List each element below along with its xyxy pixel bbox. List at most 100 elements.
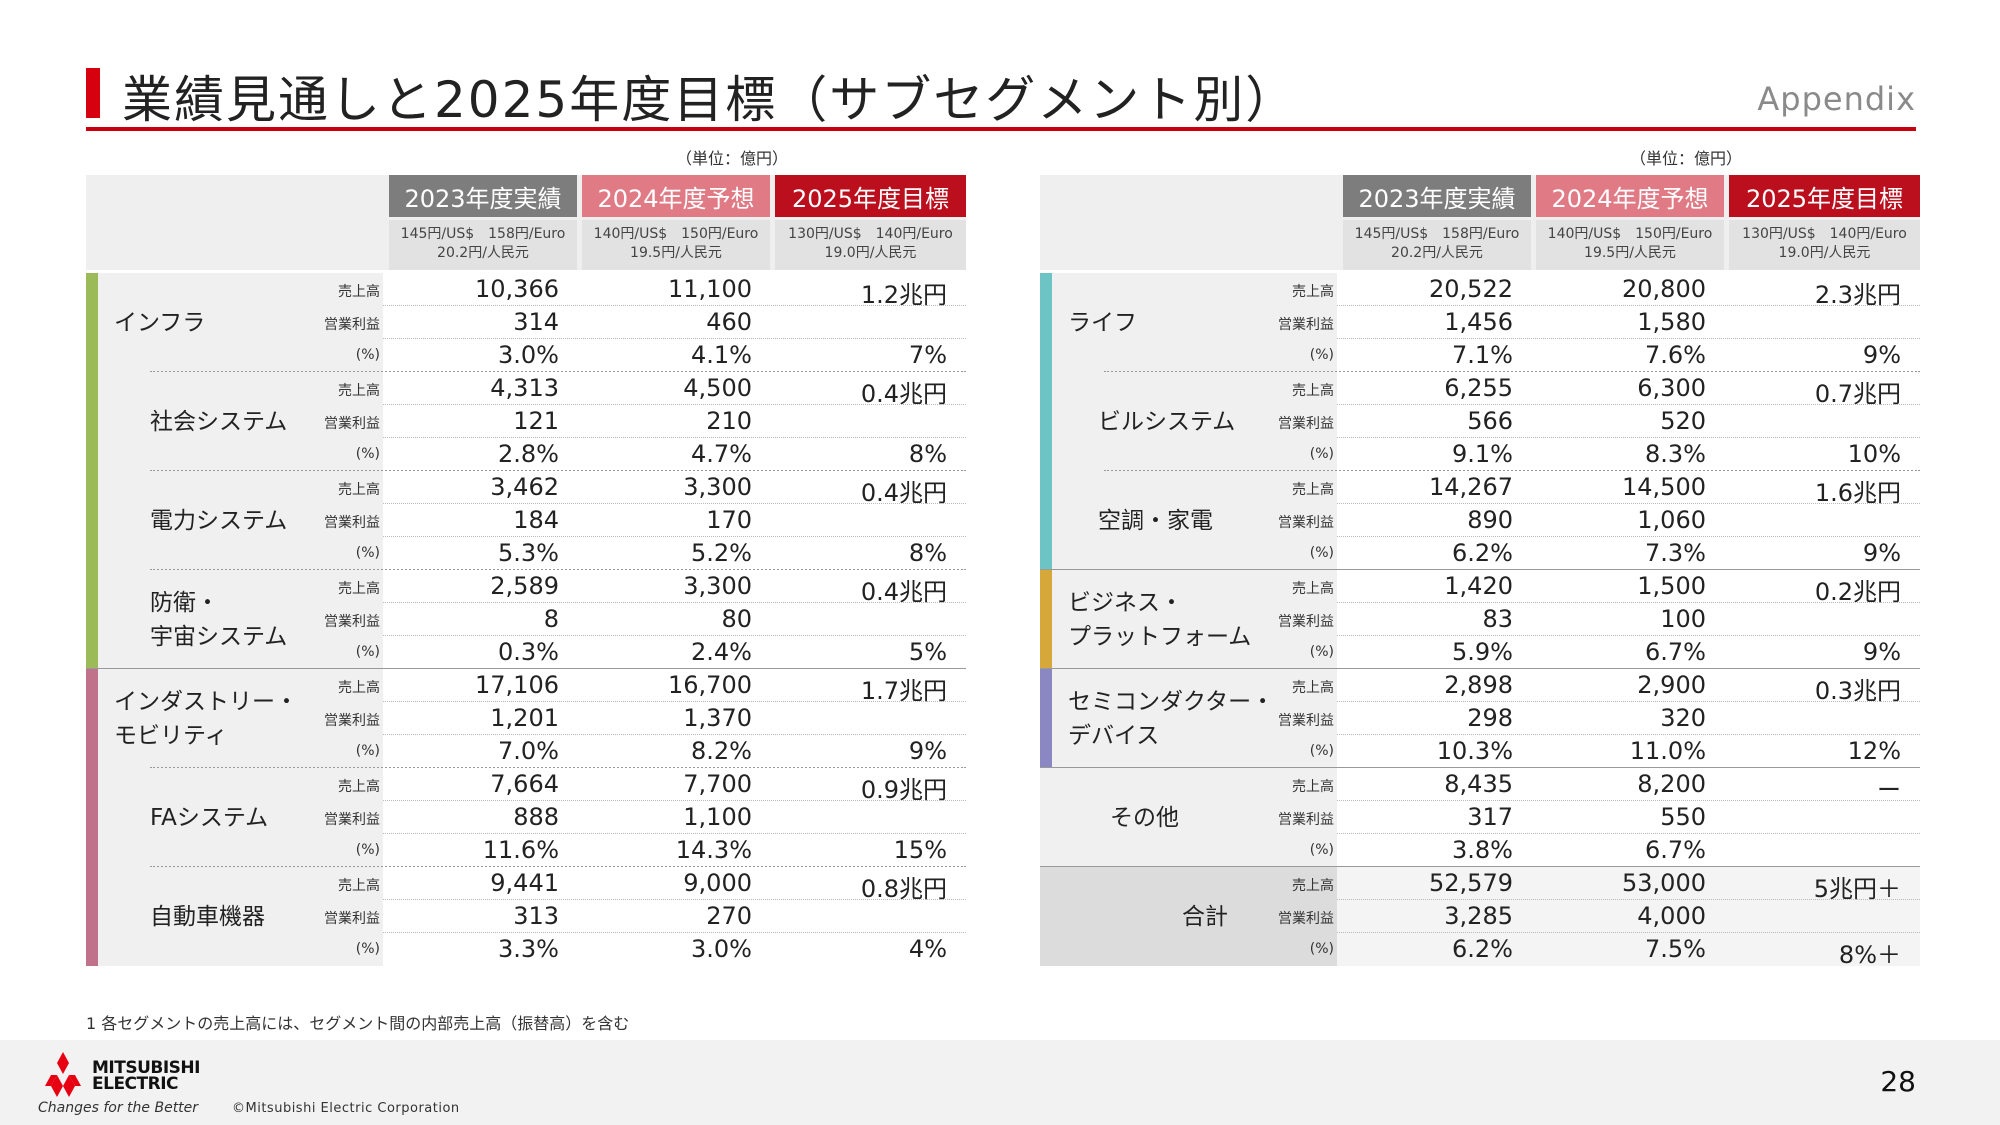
row-background — [1337, 372, 1920, 405]
segment-label-background — [1040, 867, 1337, 966]
col-rate-2024: 140円/US$ 150円/Euro 19.5円/人民元 — [582, 220, 770, 270]
cell-value: 6,300 — [1637, 374, 1706, 402]
row-divider — [383, 833, 966, 834]
row-background — [383, 669, 966, 702]
segment-label-background — [1040, 669, 1337, 768]
row-label: (%) — [355, 644, 380, 660]
cell-value: 6.7% — [1645, 836, 1706, 864]
cell-value: 8% — [908, 440, 947, 468]
row-divider — [1337, 932, 1920, 933]
segment-name: ライフ — [1068, 306, 1137, 340]
rate-line: 19.5円/人民元 — [630, 245, 722, 261]
title-divider — [86, 127, 1916, 131]
rate-line: 145円/US$ 158円/Euro — [1354, 226, 1520, 242]
segment-name: ビジネス・ プラットフォーム — [1068, 586, 1251, 654]
table-row: 営業利益 317 550 — [1040, 801, 1920, 834]
cell-value: 3.0% — [691, 935, 752, 963]
cell-value: 0.9兆円 — [860, 776, 947, 804]
row-divider — [383, 800, 966, 801]
col-header-2024: 2024年度予想 — [582, 175, 770, 217]
segment-name-line-2: プラットフォーム — [1068, 623, 1252, 650]
row-background — [383, 834, 966, 867]
segment-label-background — [1040, 471, 1337, 570]
segment-name: セミコンダクター・ デバイス — [1068, 685, 1274, 753]
row-label: (%) — [1309, 941, 1334, 957]
table-row: 売上高 20,522 20,800 2.3兆円 — [1040, 273, 1920, 309]
table-row: (%) 0.3% 2.4% 5% — [86, 636, 966, 669]
row-label: 営業利益 — [324, 317, 380, 333]
segment-group: 自動車機器 売上高 9,441 9,000 0.8兆円 営業利益 313 270 (%) 3.3%… — [86, 867, 966, 966]
segment-name: ビルシステム — [1098, 405, 1235, 439]
row-background — [383, 405, 966, 438]
brand-tagline: Changes for the Better — [38, 1100, 199, 1116]
segment-color-bar — [86, 570, 98, 669]
segment-name-line-1: 空調・家電 — [1098, 507, 1213, 534]
row-label: 営業利益 — [1278, 416, 1334, 432]
segment-group: FAシステム 売上高 7,664 7,700 0.9兆円 営業利益 888 1,100 (%) 1… — [86, 768, 966, 868]
segment-name: その他 — [1110, 801, 1179, 835]
brand-line-1: MITSUBISHI — [92, 1058, 200, 1078]
cell-value: 9% — [908, 737, 947, 765]
cell-value: 184 — [513, 506, 559, 534]
cell-value: 1,100 — [683, 803, 752, 831]
cell-value: 12% — [1847, 737, 1901, 765]
row-divider — [383, 437, 966, 438]
row-label: (%) — [355, 347, 380, 363]
cell-value: 3.3% — [498, 935, 559, 963]
table-row: (%) 2.8% 4.7% 8% — [86, 438, 966, 471]
cell-value: 4,000 — [1637, 902, 1706, 930]
cell-value: 1,420 — [1444, 572, 1513, 600]
rate-line: 19.5円/人民元 — [1584, 245, 1676, 261]
cell-value: 3,300 — [683, 572, 752, 600]
row-divider — [1337, 536, 1920, 537]
rate-line: 130円/US$ 140円/Euro — [1742, 226, 1907, 242]
row-background — [383, 339, 966, 372]
cell-value: 313 — [513, 902, 559, 930]
row-background — [383, 471, 966, 504]
cell-value: 5兆円＋ — [1813, 875, 1901, 903]
segment-name: 社会システム — [150, 405, 287, 439]
table-row: 売上高 3,462 3,300 0.4兆円 — [86, 471, 966, 507]
row-background — [1337, 273, 1920, 306]
row-label: (%) — [355, 941, 380, 957]
table-row: 営業利益 8 80 — [86, 603, 966, 636]
row-divider — [383, 899, 966, 900]
table-row: 売上高 7,664 7,700 0.9兆円 — [86, 768, 966, 804]
segment-group: ビルシステム 売上高 6,255 6,300 0.7兆円 営業利益 566 520 (%) 9.1… — [1040, 372, 1920, 472]
cell-value: 1.2兆円 — [860, 281, 947, 309]
row-label: (%) — [355, 545, 380, 561]
cell-value: 4,313 — [490, 374, 559, 402]
row-background — [383, 273, 966, 306]
segment-name-line-1: インフラ — [114, 309, 206, 336]
row-divider — [1337, 602, 1920, 603]
cell-value: 6.2% — [1452, 935, 1513, 963]
segment-name-line-1: FAシステム — [150, 804, 269, 831]
row-background — [1337, 570, 1920, 603]
col-rate-2025: 130円/US$ 140円/Euro 19.0円/人民元 — [775, 220, 966, 270]
table-row: (%) 3.3% 3.0% 4% — [86, 933, 966, 966]
cell-value: 10,366 — [475, 275, 559, 303]
cell-value: 121 — [513, 407, 559, 435]
row-background — [383, 537, 966, 570]
cell-value: 550 — [1660, 803, 1706, 831]
cell-value: 2.8% — [498, 440, 559, 468]
cell-value: 4% — [908, 935, 947, 963]
segment-name-line-1: 合計 — [1182, 903, 1228, 930]
row-background — [1337, 636, 1920, 669]
row-label: 営業利益 — [324, 911, 380, 927]
cell-value: 10.3% — [1436, 737, 1513, 765]
segment-color-bar — [86, 471, 98, 570]
table-row: 営業利益 314 460 — [86, 306, 966, 339]
cell-value: 7.0% — [498, 737, 559, 765]
row-divider — [1337, 338, 1920, 339]
cell-value: 52,579 — [1429, 869, 1513, 897]
row-background — [1337, 933, 1920, 966]
segment-name-line-1: 防衛・ — [150, 589, 219, 616]
segment-group: 電力システム 売上高 3,462 3,300 0.4兆円 営業利益 184 170 (%) 5.3… — [86, 471, 966, 571]
row-label: 営業利益 — [1278, 812, 1334, 828]
cell-value: 317 — [1467, 803, 1513, 831]
segment-group: 防衛・ 宇宙システム 売上高 2,589 3,300 0.4兆円 営業利益 8 80 (%) 0.3… — [86, 570, 966, 670]
row-divider — [383, 635, 966, 636]
segment-group: セミコンダクター・ デバイス 売上高 2,898 2,900 0.3兆円 営業利益 298 32… — [1040, 669, 1920, 769]
cell-value: 7.5% — [1645, 935, 1706, 963]
